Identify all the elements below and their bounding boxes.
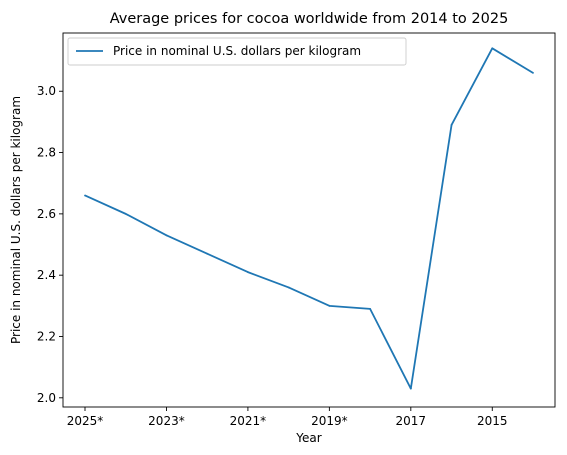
data-point bbox=[206, 252, 209, 255]
y-tick-label: 3.0 bbox=[37, 84, 56, 98]
plot-frame bbox=[62, 32, 556, 408]
y-axis-ticks: 2.0 2.2 2.4 2.6 2.8 3.0 bbox=[37, 84, 63, 405]
x-tick-label: 2017 bbox=[396, 414, 427, 428]
legend: Price in nominal U.S. dollars per kilogr… bbox=[67, 37, 407, 66]
y-tick-label: 2.0 bbox=[37, 391, 56, 405]
x-axis-ticks: 2025* 2023* 2021* 2019* 2017 2015 bbox=[67, 407, 508, 428]
y-tick-label: 2.4 bbox=[37, 268, 56, 282]
data-point bbox=[369, 308, 371, 310]
series-layer bbox=[84, 47, 534, 390]
data-point bbox=[124, 212, 127, 215]
data-point bbox=[84, 194, 86, 197]
data-point bbox=[247, 271, 249, 274]
series-line bbox=[84, 47, 534, 390]
x-tick-label: 2025* bbox=[67, 414, 104, 428]
data-point bbox=[450, 124, 453, 126]
y-tick-label: 2.6 bbox=[37, 207, 56, 221]
data-point bbox=[328, 304, 331, 307]
y-tick-label: 2.2 bbox=[37, 329, 56, 343]
legend-label: Price in nominal U.S. dollars per kilogr… bbox=[113, 44, 361, 58]
chart-title: Average prices for cocoa worldwide from … bbox=[110, 11, 509, 27]
x-tick-label: 2015 bbox=[477, 414, 508, 428]
data-point bbox=[532, 71, 534, 74]
data-point bbox=[491, 47, 494, 50]
x-axis-label: Year bbox=[295, 431, 321, 445]
y-tick-label: 2.8 bbox=[37, 146, 56, 160]
legend-box bbox=[67, 37, 407, 66]
x-tick-label: 2023* bbox=[148, 414, 185, 428]
y-axis-label: Price in nominal U.S. dollars per kilogr… bbox=[9, 96, 23, 344]
data-point bbox=[165, 234, 168, 237]
x-tick-label: 2019* bbox=[311, 414, 348, 428]
data-point bbox=[409, 387, 412, 390]
x-tick-label: 2021* bbox=[230, 414, 267, 428]
plot-area: 2.02.22.42.62.83.0 2025* 2023* 2021* 2019* 2… bbox=[37, 32, 556, 428]
data-point bbox=[287, 286, 290, 289]
